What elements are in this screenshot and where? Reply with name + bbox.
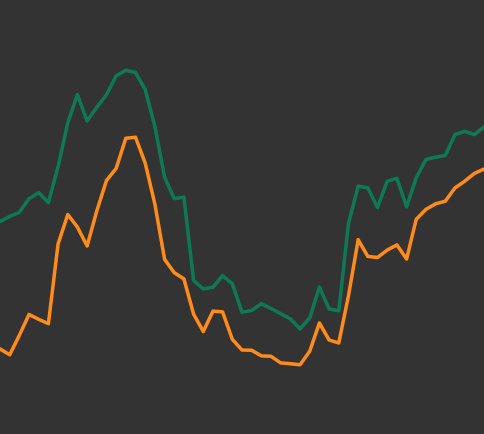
series-line-1 <box>0 68 484 331</box>
series-layer <box>0 68 484 367</box>
series-line-2 <box>0 135 484 367</box>
